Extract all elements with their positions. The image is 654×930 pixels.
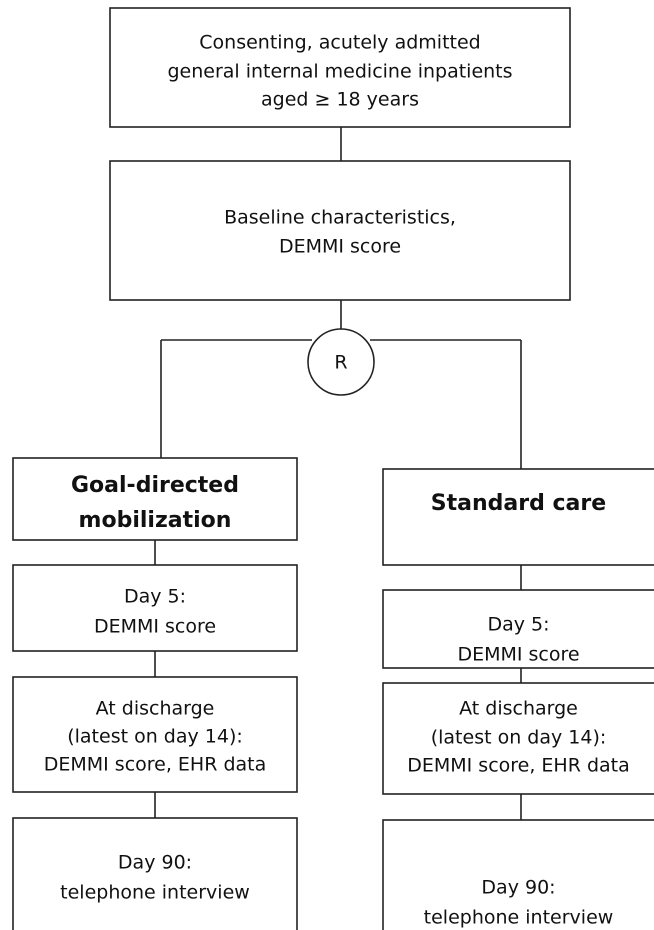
labels: Consenting, acutely admitted general inte… — [44, 32, 630, 929]
node-label: general internal medicine inpatients — [167, 61, 512, 83]
node-label: At discharge — [96, 698, 215, 720]
shapes — [12, 7, 654, 930]
node-label: telephone interview — [60, 882, 250, 904]
node-label: (latest on day 14): — [67, 726, 243, 748]
node-label: aged ≥ 18 years — [261, 89, 419, 111]
box — [382, 468, 654, 566]
node-label: Consenting, acutely admitted — [199, 32, 480, 54]
node-label: DEMMI score — [457, 644, 579, 666]
node-label: Day 5: — [124, 586, 186, 608]
node-label: (latest on day 14): — [431, 727, 607, 749]
node-label: R — [334, 352, 347, 374]
node-label: At discharge — [459, 698, 578, 720]
randomization-node — [307, 328, 375, 396]
node-label: Day 90: — [481, 877, 555, 899]
node-label: DEMMI score, EHR data — [407, 755, 630, 777]
node-label: telephone interview — [424, 907, 614, 929]
node-label: DEMMI score — [94, 616, 216, 638]
node-label: DEMMI score, EHR data — [44, 754, 267, 776]
node-label: Standard care — [431, 491, 606, 516]
node-label: Baseline characteristics, — [224, 207, 456, 229]
node-label: Day 90: — [118, 852, 192, 874]
box — [12, 817, 298, 930]
box — [382, 682, 654, 795]
box — [109, 7, 571, 128]
box — [12, 564, 298, 652]
box — [12, 457, 298, 541]
box — [109, 160, 571, 301]
node-label: Day 5: — [487, 614, 549, 636]
node-label: mobilization — [79, 508, 232, 533]
box — [12, 676, 298, 793]
connectors — [154, 127, 522, 820]
node-label: Goal-directed — [71, 473, 239, 498]
node-label: DEMMI score — [279, 236, 401, 258]
box — [382, 819, 654, 930]
box — [382, 589, 654, 669]
